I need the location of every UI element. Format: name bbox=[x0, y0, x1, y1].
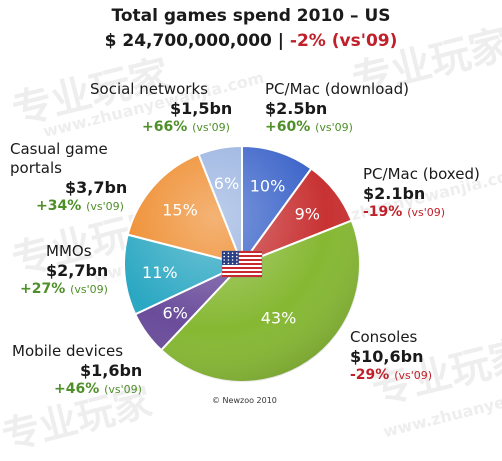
chart-container: 专业玩家 专业玩家 专业玩家 专业玩家 专业玩家 www.zhuanyewanj… bbox=[0, 6, 502, 459]
category-change: -29% (vs'09) bbox=[350, 367, 433, 383]
copyright-note: © Newzoo 2010 bbox=[212, 396, 277, 405]
category-value: $2.1bn bbox=[363, 184, 426, 203]
category-change: +27% (vs'09) bbox=[20, 281, 108, 297]
category-name: MMOs bbox=[46, 242, 92, 260]
slice-percent-label: 43% bbox=[261, 309, 297, 328]
pie-chart: 10% 9% 43% 6% 11% 15% 6% bbox=[123, 144, 361, 384]
label-consoles: Consoles $10,6bn -29% (vs'09) bbox=[350, 328, 432, 385]
label-casual-portals: Casual game portals $3,7bn +34% (vs'09) bbox=[10, 140, 150, 216]
category-value: $2.5bn bbox=[265, 99, 328, 118]
slice-percent-label: 6% bbox=[214, 174, 239, 193]
category-change: +60% (vs'09) bbox=[265, 119, 353, 135]
category-change: +34% (vs'09) bbox=[36, 198, 124, 214]
category-name: Social networks bbox=[90, 80, 208, 98]
category-name: Mobile devices bbox=[12, 342, 124, 360]
slice-percent-label: 9% bbox=[295, 204, 320, 223]
category-value: $3,7bn bbox=[65, 178, 128, 197]
slice-percent-label: 15% bbox=[162, 200, 198, 219]
category-value: $1,5bn bbox=[170, 99, 233, 118]
category-name: Consoles bbox=[350, 328, 418, 346]
slice-percent-label: 11% bbox=[142, 263, 178, 282]
total-spend: $ 24,700,000,000 | bbox=[104, 31, 284, 51]
category-change: -19% (vs'09) bbox=[363, 204, 446, 220]
label-pc-boxed: PC/Mac (boxed) $2.1bn -19% (vs'09) bbox=[363, 165, 480, 222]
category-name: PC/Mac (boxed) bbox=[363, 165, 480, 183]
category-value: $10,6bn bbox=[350, 347, 424, 366]
us-flag-icon bbox=[221, 250, 263, 278]
category-value: $1,6bn bbox=[80, 361, 143, 380]
slice-percent-label: 10% bbox=[250, 176, 286, 195]
category-change: +46% (vs'09) bbox=[54, 381, 142, 397]
label-pc-download: PC/Mac (download) $2.5bn +60% (vs'09) bbox=[265, 80, 409, 137]
slice-percent-label: 6% bbox=[163, 304, 188, 323]
chart-subtitle: $ 24,700,000,000 | -2% (vs'09) bbox=[0, 31, 502, 51]
label-mobile-devices: Mobile devices $1,6bn +46% (vs'09) bbox=[12, 342, 142, 399]
label-social-networks: Social networks $1,5bn +66% (vs'09) bbox=[90, 80, 232, 137]
category-value: $2,7bn bbox=[46, 261, 109, 280]
category-change: +66% (vs'09) bbox=[142, 119, 230, 135]
total-change: -2% bbox=[289, 31, 326, 51]
chart-title: Total games spend 2010 – US bbox=[111, 6, 391, 26]
total-change-note: (vs'09) bbox=[331, 31, 398, 51]
category-name: PC/Mac (download) bbox=[265, 80, 409, 98]
label-mmos: MMOs $2,7bn +27% (vs'09) bbox=[20, 242, 108, 299]
category-name: Casual game portals bbox=[10, 140, 108, 177]
